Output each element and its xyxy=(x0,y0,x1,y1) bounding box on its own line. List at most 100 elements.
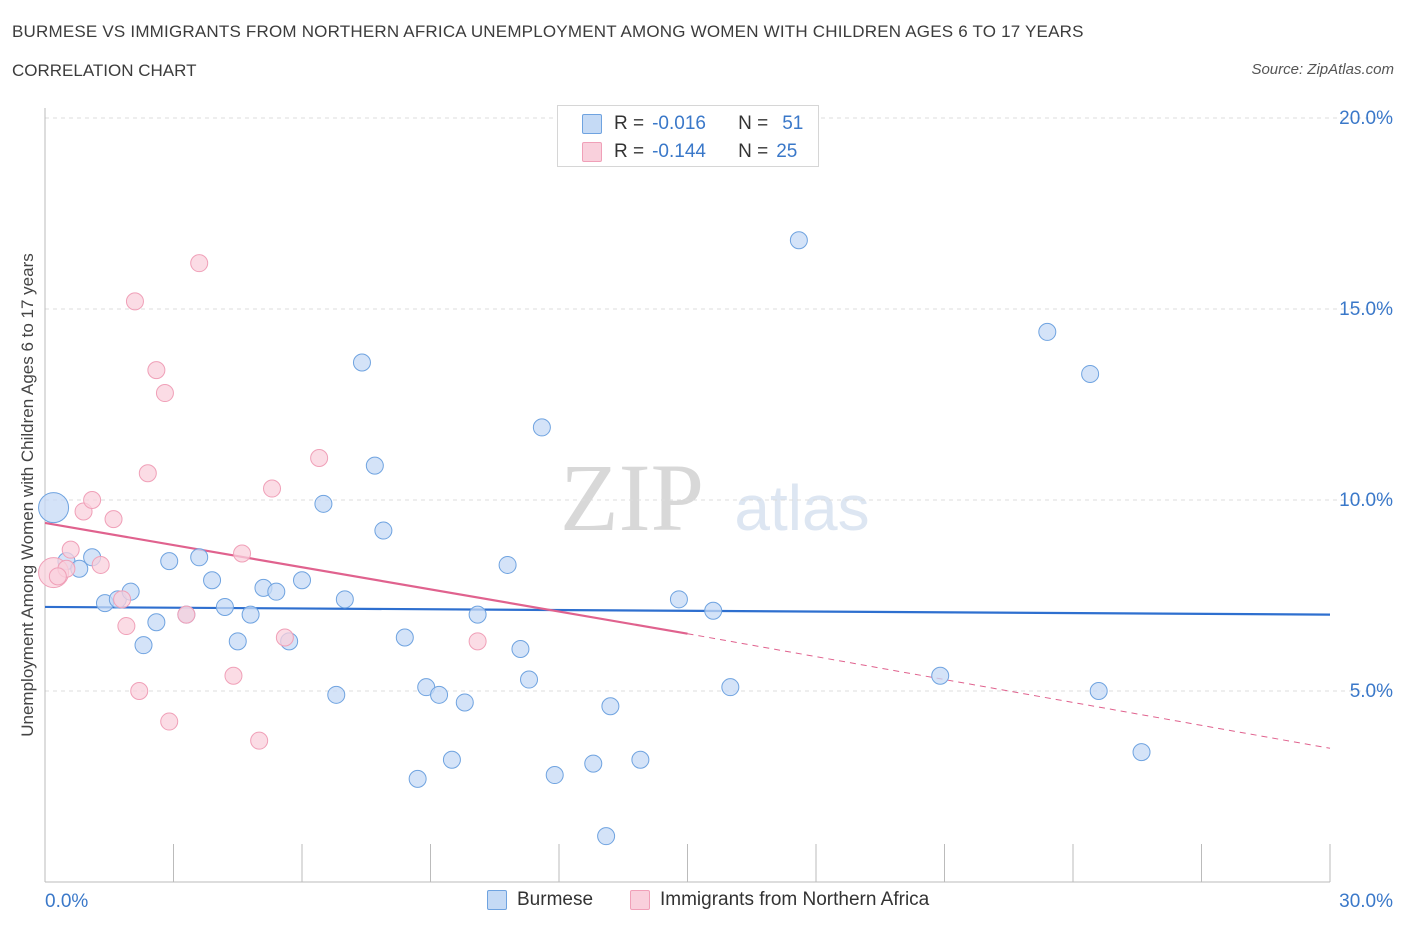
immigrants-swatch xyxy=(582,142,602,162)
y-tick-label: 20.0% xyxy=(1339,108,1393,129)
r-value: -0.016 xyxy=(652,113,706,134)
burmese-legend-label: Burmese xyxy=(517,889,594,910)
burmese-point xyxy=(374,521,393,540)
burmese-point xyxy=(601,697,620,716)
burmese-point xyxy=(203,571,222,590)
gridlines xyxy=(45,117,1390,692)
immigrants-point xyxy=(48,567,67,586)
burmese-point xyxy=(1132,743,1151,762)
burmese-point xyxy=(147,613,166,632)
burmese-point xyxy=(704,601,723,620)
burmese-point xyxy=(395,628,414,647)
burmese-point xyxy=(335,590,354,609)
immigrants-legend-swatch xyxy=(630,890,650,910)
watermark: ZIP atlas xyxy=(560,444,870,551)
burmese-point xyxy=(669,590,688,609)
burmese-point xyxy=(789,231,808,250)
burmese-point xyxy=(511,639,530,658)
trend-line-dashed-1 xyxy=(687,633,1331,749)
burmese-point xyxy=(327,685,346,704)
immigrants-point xyxy=(117,617,136,636)
immigrants-point xyxy=(61,540,80,559)
data-points xyxy=(38,231,1151,846)
immigrants-point xyxy=(224,666,243,685)
immigrants-point xyxy=(113,590,132,609)
immigrants-point xyxy=(275,628,294,647)
burmese-point xyxy=(455,693,474,712)
burmese-point xyxy=(241,605,260,624)
burmese-point xyxy=(931,666,950,685)
immigrants-point xyxy=(263,479,282,498)
burmese-point xyxy=(468,605,487,624)
immigrants-legend-label: Immigrants from Northern Africa xyxy=(660,889,930,910)
burmese-point xyxy=(190,548,209,567)
series-legend: Burmese Immigrants from Northern Africa xyxy=(0,889,1406,915)
burmese-point xyxy=(1089,682,1108,700)
trend-lines xyxy=(44,521,1331,749)
burmese-swatch xyxy=(582,114,602,134)
immigrants-point xyxy=(104,510,123,529)
legend-item-burmese: Burmese xyxy=(487,889,593,911)
immigrants-point xyxy=(468,632,487,651)
legend-row-immigrants: R = -0.144 N = 25 xyxy=(582,140,797,164)
immigrants-point xyxy=(310,448,329,467)
burmese-point xyxy=(293,571,311,590)
immigrants-point xyxy=(177,605,196,624)
n-value: 25 xyxy=(776,141,798,162)
burmese-point xyxy=(545,766,564,785)
burmese-point xyxy=(1038,322,1057,341)
chart-title: BURMESE VS IMMIGRANTS FROM NORTHERN AFRI… xyxy=(12,22,1084,41)
watermark-zip: ZIP xyxy=(560,444,704,551)
burmese-point xyxy=(352,353,371,372)
stats-legend: R = -0.016 N = 51 R = -0.144 N = 25 xyxy=(557,105,819,167)
immigrants-point xyxy=(138,464,157,483)
trend-line-0 xyxy=(44,605,1331,616)
burmese-point xyxy=(532,418,551,437)
burmese-point xyxy=(408,769,427,788)
y-tick-label: 5.0% xyxy=(1350,681,1393,702)
burmese-point xyxy=(267,582,286,601)
immigrants-point xyxy=(155,384,174,403)
burmese-point xyxy=(314,494,333,513)
legend-item-immigrants: Immigrants from Northern Africa xyxy=(630,889,929,911)
immigrants-point xyxy=(83,491,102,509)
y-tick-label: 15.0% xyxy=(1339,299,1393,320)
immigrants-point xyxy=(147,361,166,380)
r-label: R = xyxy=(614,141,645,162)
immigrants-point xyxy=(190,254,209,273)
n-value: 51 xyxy=(782,113,804,134)
immigrants-point xyxy=(160,712,179,731)
burmese-point xyxy=(134,636,153,655)
burmese-point xyxy=(430,685,449,704)
immigrants-point xyxy=(125,292,144,311)
r-label: R = xyxy=(614,113,645,134)
burmese-point xyxy=(631,750,650,769)
burmese-point xyxy=(160,552,179,571)
tick-labels: 5.0% 10.0% 15.0% 20.0% 0.0% 30.0% xyxy=(45,108,1393,912)
burmese-point xyxy=(442,750,461,769)
trend-line-1 xyxy=(44,521,688,635)
r-value: -0.144 xyxy=(652,141,706,162)
burmese-point xyxy=(365,456,384,475)
x-tick-label: 0.0% xyxy=(45,891,88,912)
burmese-point xyxy=(215,597,234,616)
chart-subtitle: CORRELATION CHART xyxy=(12,61,197,80)
burmese-point xyxy=(520,670,539,689)
y-tick-label: 10.0% xyxy=(1339,490,1393,511)
burmese-point xyxy=(38,492,70,524)
burmese-point xyxy=(597,827,616,846)
immigrants-point xyxy=(250,731,269,750)
immigrants-point xyxy=(91,555,110,574)
immigrants-point xyxy=(233,544,252,563)
watermark-atlas: atlas xyxy=(734,472,869,544)
immigrants-point xyxy=(130,682,149,700)
burmese-point xyxy=(1081,364,1100,383)
burmese-legend-swatch xyxy=(487,890,507,910)
burmese-point xyxy=(721,678,740,697)
burmese-point xyxy=(228,632,247,651)
burmese-point xyxy=(584,754,603,773)
source-label: Source: ZipAtlas.com xyxy=(1251,61,1394,78)
x-tick-label: 30.0% xyxy=(1339,891,1393,912)
n-label: N = xyxy=(738,141,769,162)
